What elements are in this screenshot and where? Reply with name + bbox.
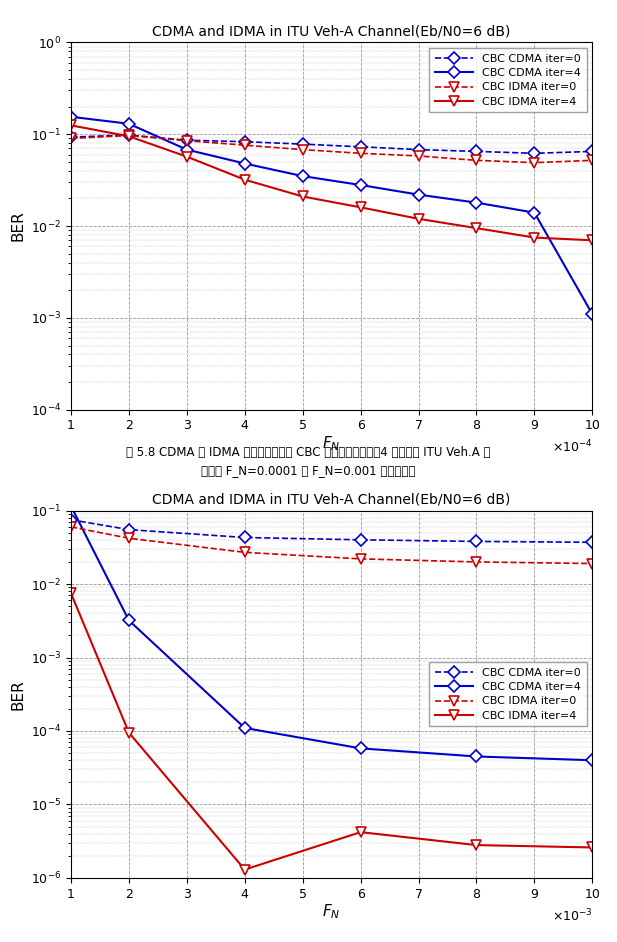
CBC CDMA iter=0 [241, 532, 249, 544]
Line: CBC CDMA iter=0: CBC CDMA iter=0 [67, 131, 597, 157]
Line: CBC IDMA iter=0: CBC IDMA iter=0 [66, 131, 597, 168]
X-axis label: $F_N$: $F_N$ [323, 902, 341, 920]
CBC CDMA iter=4 [183, 144, 191, 155]
CBC CDMA iter=0 [241, 136, 249, 147]
Title: CDMA and IDMA in ITU Veh-A Channel(Eb/N0=6 dB): CDMA and IDMA in ITU Veh-A Channel(Eb/N0… [152, 24, 511, 39]
CBC IDMA iter=4 [415, 213, 422, 224]
CBC CDMA iter=0 [357, 534, 364, 545]
CBC CDMA iter=0 [589, 146, 596, 157]
CBC CDMA iter=0 [125, 129, 133, 140]
CBC CDMA iter=0 [67, 132, 75, 143]
CBC CDMA iter=0 [67, 514, 75, 526]
CBC IDMA iter=4 [67, 120, 75, 131]
Line: CBC IDMA iter=0: CBC IDMA iter=0 [66, 522, 597, 568]
CBC CDMA iter=4 [299, 171, 307, 182]
Text: 圖 5.8 CDMA 和 IDMA 渦輪接收機使用 CBC 多用戶偉測方法，4 個用戶在 ITU Veh.A 通: 圖 5.8 CDMA 和 IDMA 渦輪接收機使用 CBC 多用戶偉測方法，4 … [126, 446, 491, 459]
Line: CBC CDMA iter=0: CBC CDMA iter=0 [67, 515, 597, 546]
CBC IDMA iter=0 [531, 157, 538, 169]
CBC CDMA iter=4 [531, 207, 538, 219]
CBC IDMA iter=4 [589, 235, 596, 246]
CBC CDMA iter=4 [589, 755, 596, 766]
CBC CDMA iter=0 [473, 146, 480, 157]
CBC IDMA iter=0 [183, 135, 191, 146]
CBC CDMA iter=4 [67, 500, 75, 512]
CBC CDMA iter=4 [415, 189, 422, 201]
X-axis label: $F_N$: $F_N$ [323, 434, 341, 452]
CBC IDMA iter=0 [589, 558, 596, 569]
Text: 道下且 F_N=0.0001 至 F_N=0.001 的系統效能: 道下且 F_N=0.0001 至 F_N=0.001 的系統效能 [201, 464, 416, 478]
CBC CDMA iter=0 [183, 135, 191, 146]
Text: $\times 10^{-4}$: $\times 10^{-4}$ [552, 439, 592, 456]
CBC IDMA iter=4 [67, 588, 75, 599]
CBC CDMA iter=0 [357, 141, 364, 153]
CBC IDMA iter=0 [125, 532, 133, 544]
CBC IDMA iter=4 [357, 826, 364, 837]
CBC CDMA iter=4 [67, 111, 75, 122]
CBC CDMA iter=4 [589, 308, 596, 319]
CBC CDMA iter=0 [589, 537, 596, 548]
CBC IDMA iter=0 [473, 154, 480, 166]
CBC IDMA iter=4 [473, 222, 480, 234]
CBC IDMA iter=0 [299, 144, 307, 155]
CBC CDMA iter=4 [357, 742, 364, 754]
CBC IDMA iter=0 [125, 130, 133, 141]
Text: $\times 10^{-3}$: $\times 10^{-3}$ [552, 907, 592, 924]
CBC IDMA iter=4 [125, 131, 133, 142]
Title: CDMA and IDMA in ITU Veh-A Channel(Eb/N0=6 dB): CDMA and IDMA in ITU Veh-A Channel(Eb/N0… [152, 493, 511, 507]
CBC CDMA iter=4 [473, 751, 480, 762]
CBC CDMA iter=0 [415, 144, 422, 155]
CBC IDMA iter=0 [357, 553, 364, 564]
Y-axis label: BER: BER [10, 679, 25, 709]
CBC IDMA iter=4 [473, 839, 480, 851]
CBC IDMA iter=4 [589, 842, 596, 853]
Legend: CBC CDMA iter=0, CBC CDMA iter=4, CBC IDMA iter=0, CBC IDMA iter=4: CBC CDMA iter=0, CBC CDMA iter=4, CBC ID… [429, 662, 587, 726]
CBC IDMA iter=4 [241, 174, 249, 186]
CBC IDMA iter=0 [473, 557, 480, 568]
Line: CBC IDMA iter=4: CBC IDMA iter=4 [66, 121, 597, 245]
CBC CDMA iter=4 [473, 197, 480, 208]
CBC IDMA iter=4 [531, 232, 538, 243]
CBC IDMA iter=4 [183, 151, 191, 162]
CBC IDMA iter=0 [415, 151, 422, 162]
CBC CDMA iter=4 [241, 158, 249, 170]
CBC IDMA iter=0 [241, 139, 249, 151]
CBC IDMA iter=0 [67, 133, 75, 144]
CBC IDMA iter=0 [357, 148, 364, 159]
CBC CDMA iter=0 [299, 138, 307, 150]
CBC IDMA iter=0 [589, 154, 596, 166]
CBC CDMA iter=4 [241, 723, 249, 734]
CBC IDMA iter=4 [357, 202, 364, 213]
CBC CDMA iter=4 [357, 179, 364, 190]
Line: CBC CDMA iter=4: CBC CDMA iter=4 [67, 502, 597, 764]
CBC IDMA iter=4 [299, 191, 307, 203]
CBC CDMA iter=4 [125, 615, 133, 626]
CBC CDMA iter=0 [473, 536, 480, 547]
CBC IDMA iter=4 [241, 864, 249, 875]
CBC IDMA iter=0 [241, 546, 249, 558]
CBC IDMA iter=4 [125, 727, 133, 739]
Y-axis label: BER: BER [10, 211, 25, 241]
Line: CBC CDMA iter=4: CBC CDMA iter=4 [67, 113, 597, 318]
Line: CBC IDMA iter=4: CBC IDMA iter=4 [66, 589, 597, 874]
CBC IDMA iter=0 [67, 521, 75, 532]
CBC CDMA iter=0 [125, 524, 133, 535]
CBC CDMA iter=0 [531, 148, 538, 159]
CBC CDMA iter=4 [125, 118, 133, 129]
Legend: CBC CDMA iter=0, CBC CDMA iter=4, CBC IDMA iter=0, CBC IDMA iter=4: CBC CDMA iter=0, CBC CDMA iter=4, CBC ID… [429, 48, 587, 112]
